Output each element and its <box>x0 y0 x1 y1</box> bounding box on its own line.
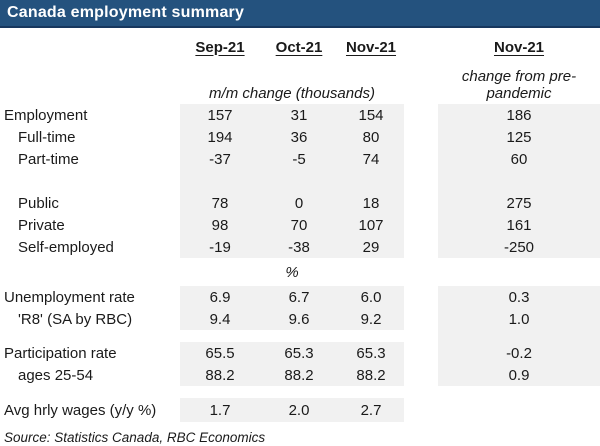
column-header-sep21: Sep-21 <box>195 38 245 56</box>
row-label: Part-time <box>18 150 79 168</box>
value-cell: 88.2 <box>180 364 260 386</box>
value-cell: 161 <box>438 214 600 236</box>
value-cell: 98 <box>180 214 260 236</box>
value-cell: 6.9 <box>180 286 260 308</box>
value-cell: 107 <box>338 214 404 236</box>
source-note: Source: Statistics Canada, RBC Economics <box>4 430 266 445</box>
table-row-self-employed: Self-employed -19 -38 29 -250 <box>0 236 600 258</box>
table-row-private: Private 98 70 107 161 <box>0 214 600 236</box>
value-cell: 125 <box>438 126 600 148</box>
value-cell: 9.2 <box>338 308 404 330</box>
table-row-ages-25-54: ages 25-54 88.2 88.2 88.2 0.9 <box>0 364 600 386</box>
value-cell: 0.9 <box>438 364 600 386</box>
column-header-nov21: Nov-21 <box>345 38 397 56</box>
pre-pandemic-label: change from pre-pandemic <box>461 68 577 102</box>
table-spacer-row <box>0 170 600 192</box>
table-row-part-time: Part-time -37 -5 74 60 <box>0 148 600 170</box>
value-cell <box>438 398 600 422</box>
value-cell: 18 <box>338 192 404 214</box>
value-cell: 36 <box>260 126 338 148</box>
table-row-participation-rate: Participation rate 65.5 65.3 65.3 -0.2 <box>0 342 600 364</box>
value-cell: 0.3 <box>438 286 600 308</box>
value-cell: 74 <box>338 148 404 170</box>
value-cell: 2.7 <box>338 398 404 422</box>
spacer-cell <box>438 330 600 342</box>
row-label: Avg hrly wages (y/y %) <box>4 401 157 419</box>
percent-section-row: % <box>0 258 600 286</box>
table-row-r8: 'R8' (SA by RBC) 9.4 9.6 9.2 1.0 <box>0 308 600 330</box>
value-cell: -38 <box>260 236 338 258</box>
row-label: Unemployment rate <box>4 288 135 306</box>
value-cell: 6.7 <box>260 286 338 308</box>
row-label: Private <box>18 216 65 234</box>
row-label: Public <box>18 194 59 212</box>
value-cell: 88.2 <box>260 364 338 386</box>
row-label: ages 25-54 <box>18 366 94 384</box>
percent-section-label: % <box>285 263 299 281</box>
value-cell: 65.3 <box>260 342 338 364</box>
value-cell: 9.6 <box>260 308 338 330</box>
table-spacer-row <box>0 330 600 342</box>
value-cell: 70 <box>260 214 338 236</box>
row-label: 'R8' (SA by RBC) <box>18 310 133 328</box>
subheader-row: m/m change (thousands) change from pre-p… <box>0 58 600 104</box>
row-label: Employment <box>4 106 88 124</box>
spacer-cell <box>338 170 404 192</box>
spacer-cell <box>260 170 338 192</box>
value-cell: 186 <box>438 104 600 126</box>
column-header-row: Sep-21 Oct-21 Nov-21 Nov-21 <box>0 36 600 58</box>
value-cell: -19 <box>180 236 260 258</box>
value-cell: 65.3 <box>338 342 404 364</box>
value-cell: 2.0 <box>260 398 338 422</box>
value-cell: 9.4 <box>180 308 260 330</box>
value-cell: 157 <box>180 104 260 126</box>
mm-change-label: m/m change (thousands) <box>209 85 375 102</box>
column-header-oct21: Oct-21 <box>275 38 323 56</box>
value-cell: 1.0 <box>438 308 600 330</box>
table-row-full-time: Full-time 194 36 80 125 <box>0 126 600 148</box>
value-cell: 0 <box>260 192 338 214</box>
value-cell: 78 <box>180 192 260 214</box>
spacer-cell <box>180 170 260 192</box>
column-header-nov21-prepandemic: Nov-21 <box>493 38 545 56</box>
value-cell: 275 <box>438 192 600 214</box>
table: Sep-21 Oct-21 Nov-21 Nov-21 m/m change (… <box>0 28 600 445</box>
value-cell: 80 <box>338 126 404 148</box>
value-cell: 88.2 <box>338 364 404 386</box>
row-label: Self-employed <box>18 238 114 256</box>
table-row-unemployment-rate: Unemployment rate 6.9 6.7 6.0 0.3 <box>0 286 600 308</box>
value-cell: -37 <box>180 148 260 170</box>
value-cell: -250 <box>438 236 600 258</box>
value-cell: 6.0 <box>338 286 404 308</box>
row-label: Full-time <box>18 128 76 146</box>
value-cell: 1.7 <box>180 398 260 422</box>
value-cell: 154 <box>338 104 404 126</box>
table-spacer-row <box>0 386 600 398</box>
value-cell: 31 <box>260 104 338 126</box>
value-cell: 60 <box>438 148 600 170</box>
value-cell: 65.5 <box>180 342 260 364</box>
spacer-cell <box>438 170 600 192</box>
value-cell: 194 <box>180 126 260 148</box>
value-cell: -0.2 <box>438 342 600 364</box>
row-label: Participation rate <box>4 344 117 362</box>
table-row-public: Public 78 0 18 275 <box>0 192 600 214</box>
value-cell: 29 <box>338 236 404 258</box>
table-row-avg-hrly-wages: Avg hrly wages (y/y %) 1.7 2.0 2.7 <box>0 398 600 422</box>
page-title: Canada employment summary <box>7 4 245 21</box>
value-cell: -5 <box>260 148 338 170</box>
title-bar: Canada employment summary <box>0 0 600 28</box>
table-row-employment: Employment 157 31 154 186 <box>0 104 600 126</box>
